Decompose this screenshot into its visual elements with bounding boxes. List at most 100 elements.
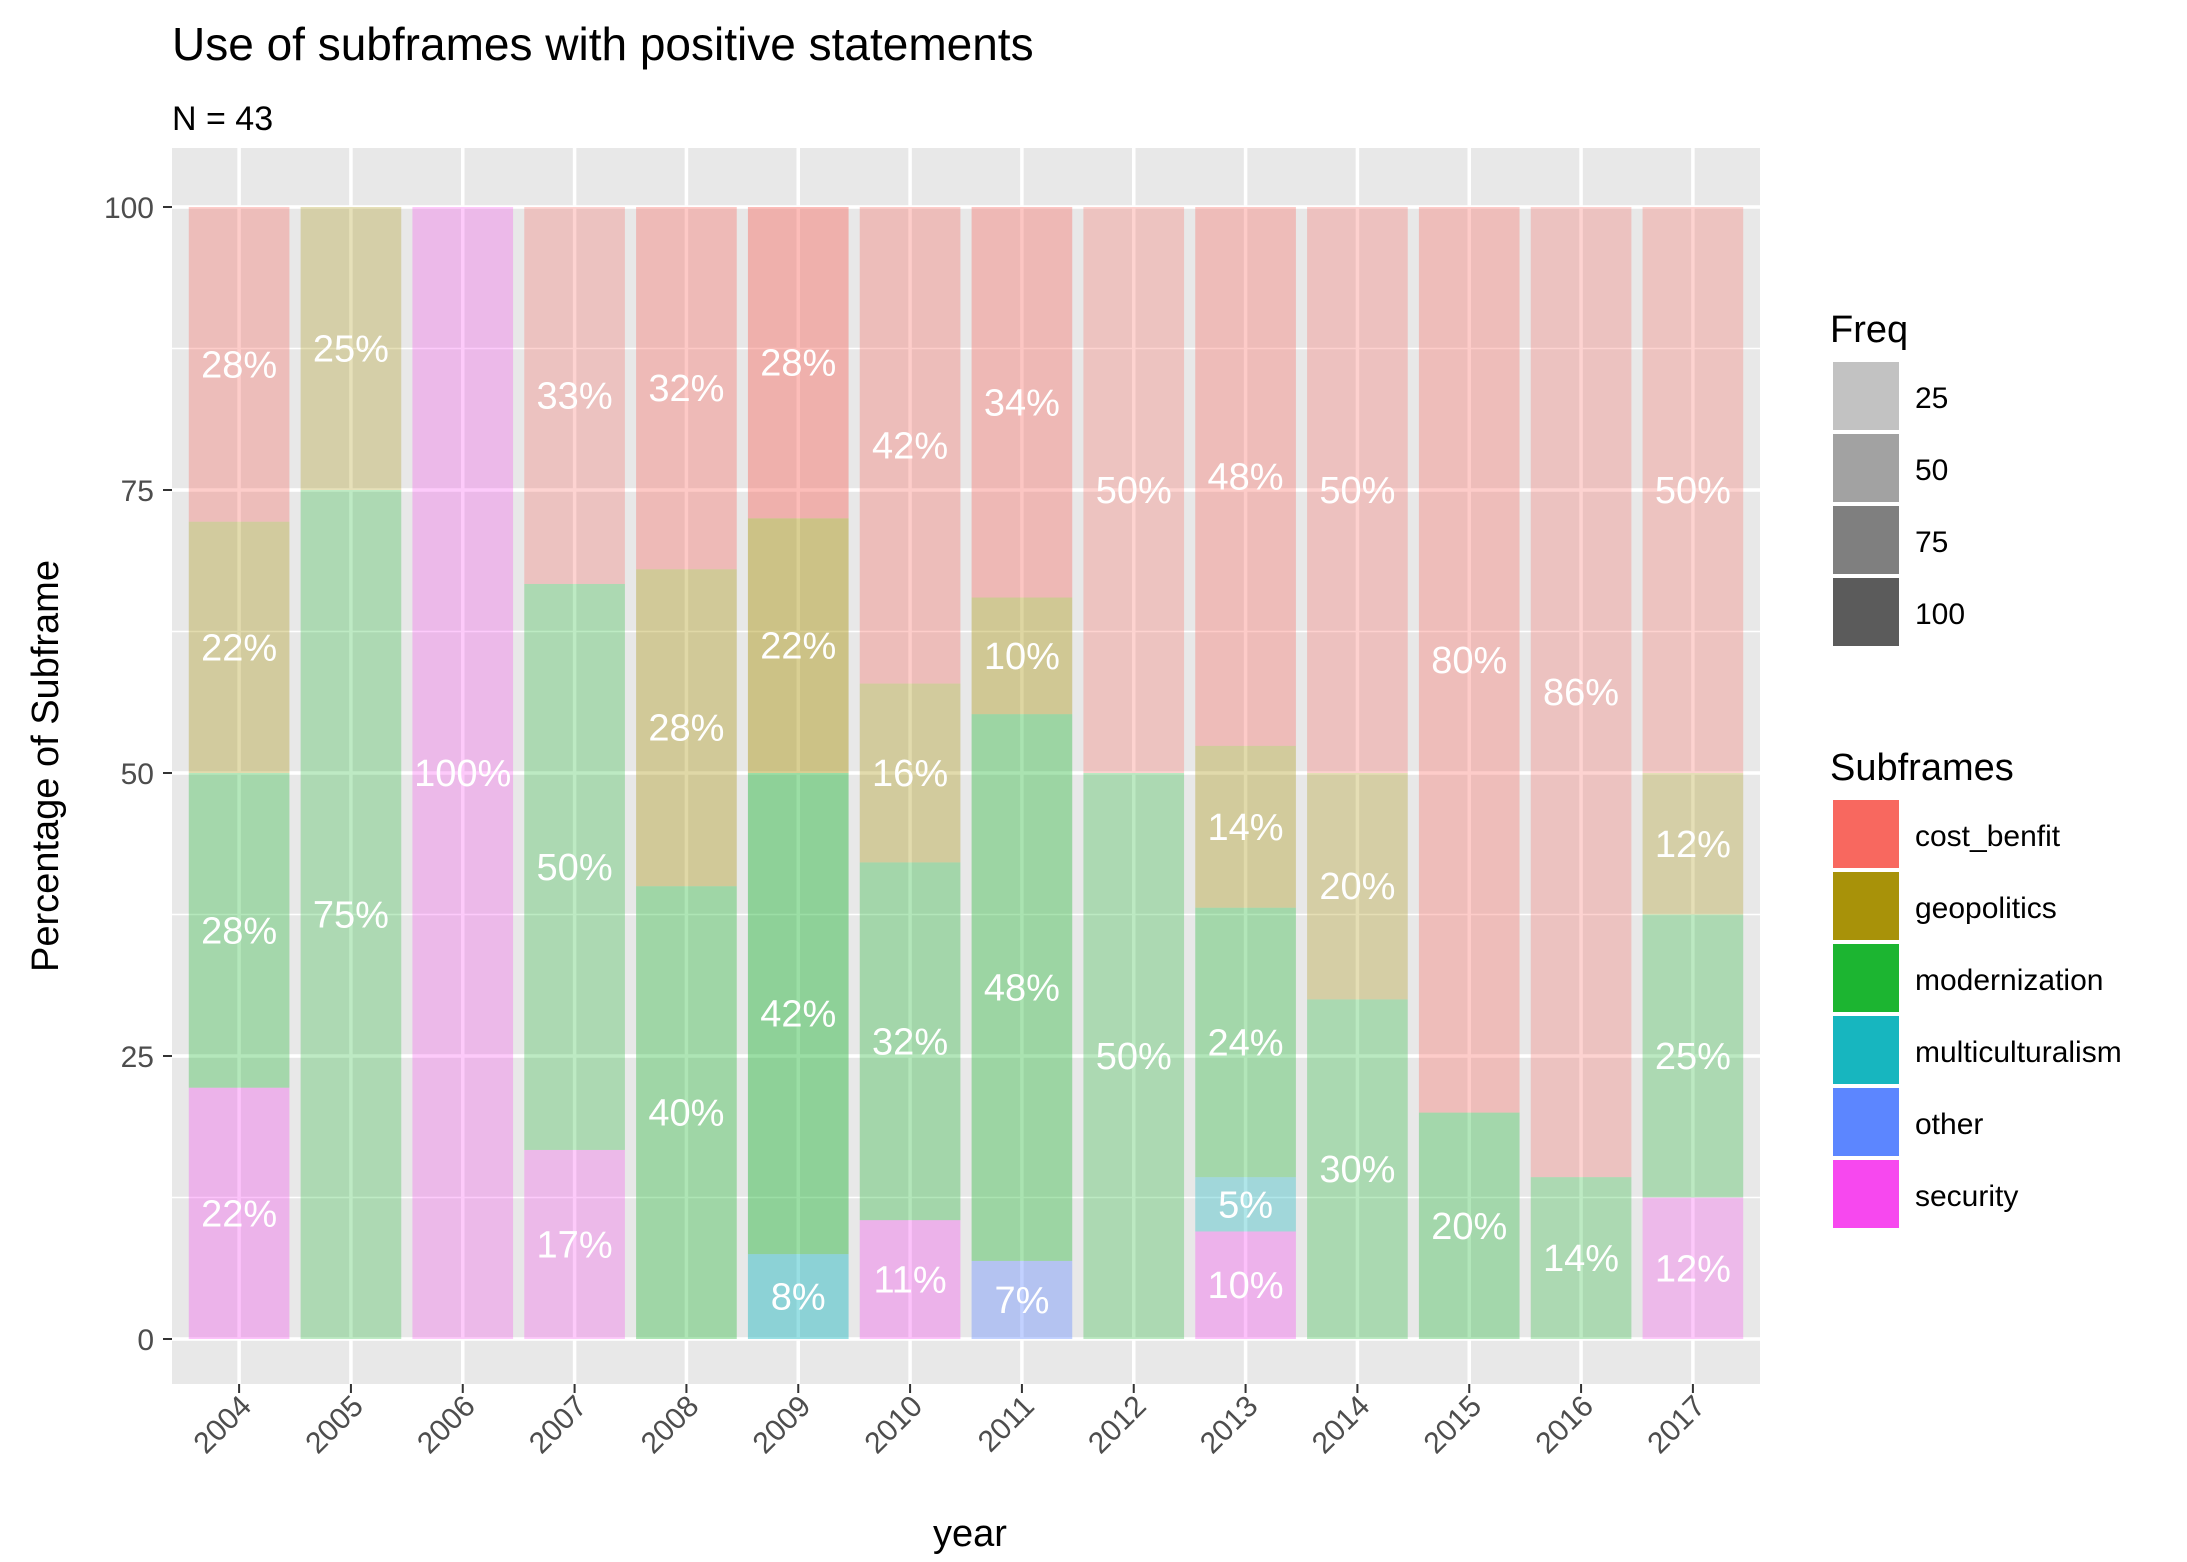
x-axis: 2004 2005 2006 2007 2008 2009 2010 2011 2012 2013… — [188, 1384, 1712, 1460]
data-label: 86% — [1543, 672, 1619, 714]
legend-key-cost_benfit — [1833, 800, 1899, 868]
bar-geopolitics-2011 — [971, 597, 1073, 715]
x-tick-label: 2014 — [1306, 1390, 1377, 1461]
data-label: 24% — [1208, 1022, 1284, 1064]
data-label: 16% — [872, 753, 948, 795]
bar-geopolitics-2008 — [636, 569, 737, 887]
data-label: 50% — [1096, 470, 1172, 512]
bar-multiculturalism-2013 — [1195, 1177, 1296, 1232]
data-label: 28% — [201, 910, 277, 952]
data-label: 48% — [1208, 456, 1284, 498]
x-tick-label: 2009 — [747, 1390, 818, 1461]
legend-key-other — [1833, 1088, 1899, 1156]
data-label: 5% — [1218, 1184, 1273, 1226]
bar-modernization-2015 — [1418, 1112, 1520, 1339]
bar-modernization-2009 — [747, 773, 849, 1255]
x-tick-label: 2010 — [859, 1390, 930, 1461]
bars — [188, 207, 1744, 1339]
bar-cost_benfit-2011 — [971, 207, 1073, 598]
data-label: 28% — [648, 708, 724, 750]
data-label: 20% — [1319, 866, 1395, 908]
data-label: 11% — [873, 1260, 946, 1302]
legend-key-security — [1833, 1160, 1899, 1228]
data-label: 50% — [1655, 470, 1731, 512]
legend-label-security: security — [1915, 1180, 2018, 1213]
bar-modernization-2012 — [1083, 773, 1185, 1339]
bar-modernization-2004 — [188, 773, 290, 1088]
bar-cost_benfit-2007 — [524, 207, 625, 584]
chart-title: Use of subframes with positive statement… — [172, 18, 1034, 70]
bar-cost_benfit-2015 — [1418, 207, 1520, 1113]
data-label: 28% — [760, 343, 836, 385]
x-tick-label: 2007 — [523, 1390, 594, 1461]
legend-freq-key — [1833, 506, 1899, 574]
data-label: 30% — [1319, 1149, 1395, 1191]
x-tick-label: 2017 — [1641, 1390, 1712, 1461]
data-label: 10% — [984, 636, 1060, 678]
data-label: 25% — [1655, 1036, 1731, 1078]
legend-label-geopolitics: geopolitics — [1915, 892, 2057, 925]
legend-freq-key — [1833, 434, 1899, 502]
bar-other-2011 — [971, 1260, 1073, 1339]
data-label: 22% — [201, 627, 277, 669]
legend-key-geopolitics — [1833, 872, 1899, 940]
x-tick-label: 2006 — [411, 1390, 482, 1461]
y-tick-label: 100 — [104, 192, 154, 225]
legend-label-cost_benfit: cost_benfit — [1915, 820, 2061, 853]
bar-security-2004 — [188, 1087, 290, 1339]
legend-freq-label: 75 — [1915, 526, 1948, 559]
legend-label-other: other — [1915, 1108, 1983, 1141]
legend-freq: Freq 25 50 75 100 — [1830, 309, 1965, 646]
data-label: 22% — [201, 1193, 277, 1235]
x-tick-label: 2005 — [299, 1390, 370, 1461]
bar-modernization-2005 — [300, 490, 402, 1339]
data-label: 14% — [1543, 1238, 1619, 1280]
bar-cost_benfit-2008 — [636, 207, 737, 570]
grid-lines — [172, 148, 1760, 1384]
y-tick-label: 50 — [121, 758, 154, 791]
data-label: 42% — [872, 425, 948, 467]
data-label: 20% — [1431, 1206, 1507, 1248]
data-label: 50% — [1319, 470, 1395, 512]
bar-cost_benfit-2017 — [1642, 207, 1744, 773]
bar-modernization-2014 — [1307, 999, 1408, 1339]
bar-cost_benfit-2013 — [1195, 207, 1296, 746]
legend-freq-key — [1833, 578, 1899, 646]
bar-cost_benfit-2014 — [1307, 207, 1408, 773]
legend-label-modernization: modernization — [1915, 964, 2103, 997]
bar-security-2017 — [1642, 1197, 1744, 1339]
x-tick-label: 2016 — [1529, 1390, 1600, 1461]
data-label: 10% — [1208, 1265, 1284, 1307]
data-label: 33% — [537, 375, 613, 417]
bar-cost_benfit-2010 — [859, 207, 961, 684]
bar-security-2013 — [1195, 1231, 1296, 1339]
bar-geopolitics-2005 — [300, 207, 402, 490]
x-tick-label: 2012 — [1082, 1390, 1153, 1461]
legend-freq-key — [1833, 362, 1899, 430]
legend-subframes: Subframes cost_benfit geopolitics moderniz… — [1830, 747, 2122, 1228]
bar-labels: 22% 28% 22% 28% 75% 25% 100% 17% 50% 33% 40% 28% 32%… — [201, 329, 1731, 1322]
bar-modernization-2017 — [1642, 914, 1744, 1198]
y-tick-label: 25 — [121, 1041, 154, 1074]
y-tick-label: 75 — [121, 475, 154, 508]
legend-freq-label: 50 — [1915, 454, 1948, 487]
x-tick-label: 2004 — [188, 1390, 259, 1461]
legend-freq-label: 25 — [1915, 382, 1948, 415]
data-label: 50% — [1096, 1036, 1172, 1078]
bar-modernization-2011 — [971, 714, 1073, 1261]
bar-security-2006 — [412, 207, 514, 1339]
data-label: 22% — [760, 626, 836, 668]
bar-geopolitics-2014 — [1307, 773, 1408, 1000]
x-tick-label: 2015 — [1418, 1390, 1489, 1461]
bar-geopolitics-2013 — [1195, 745, 1296, 908]
data-label: 42% — [760, 994, 836, 1036]
data-label: 100% — [414, 753, 511, 795]
x-tick-label: 2008 — [635, 1390, 706, 1461]
data-label: 14% — [1208, 807, 1284, 849]
y-axis-title: Percentage of Subframe — [25, 560, 67, 972]
data-label: 75% — [313, 895, 389, 937]
data-label: 12% — [1655, 824, 1731, 866]
bar-modernization-2007 — [524, 583, 625, 1150]
legend-key-multiculturalism — [1833, 1016, 1899, 1084]
